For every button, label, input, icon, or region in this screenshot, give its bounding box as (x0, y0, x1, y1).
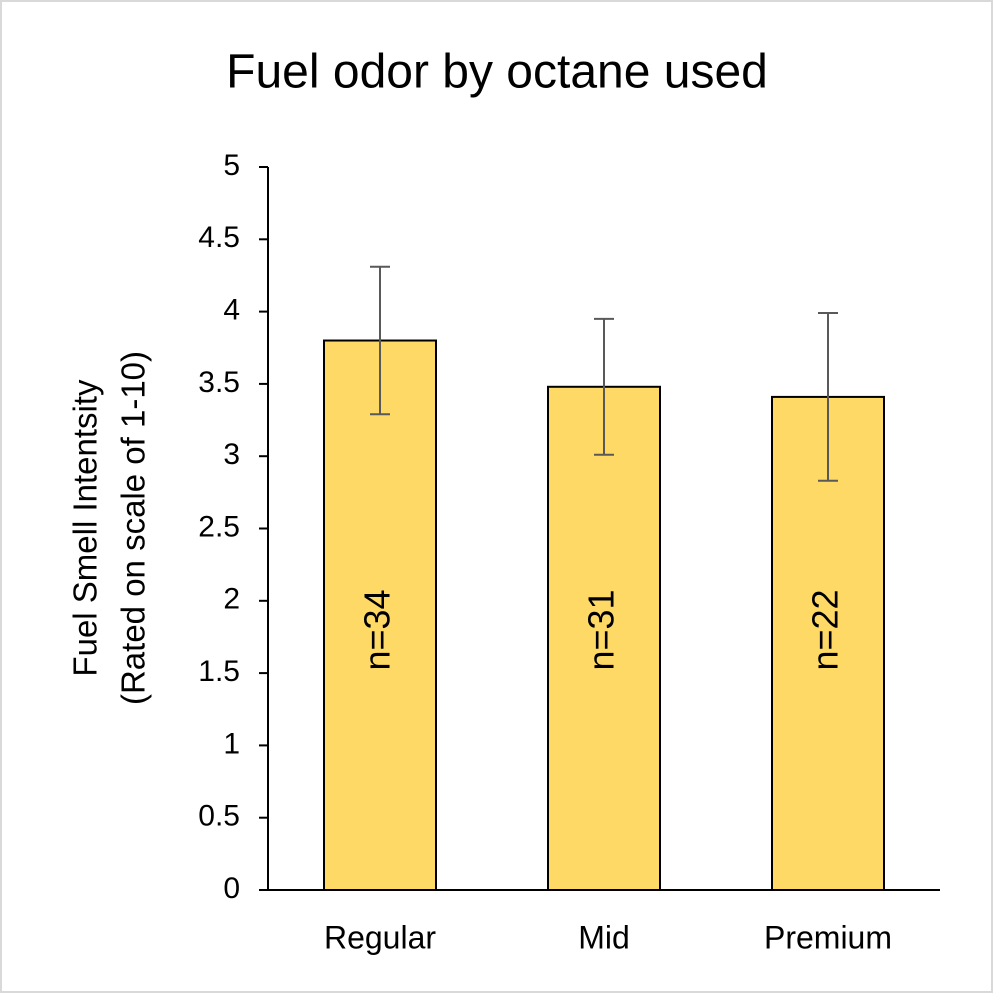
x-tick-label: Mid (578, 919, 630, 955)
error-bar (370, 265, 390, 416)
y-axis-title: Fuel Smell Intentsity (67, 379, 104, 677)
y-tick-label: 2 (223, 583, 240, 616)
y-tick-label: 1 (223, 727, 240, 760)
y-tick-label: 3.5 (198, 366, 240, 399)
y-axis-title: (Rated on scale of 1-10) (115, 351, 152, 705)
x-tick-label: Premium (764, 919, 892, 955)
bar-label: n=34 (357, 589, 398, 670)
error-bar (818, 312, 838, 482)
bar (547, 385, 661, 891)
bar-label: n=31 (581, 589, 622, 670)
x-tick-label: Regular (324, 919, 436, 955)
y-tick-label: 4.5 (198, 221, 240, 254)
bar-label: n=22 (805, 589, 846, 670)
y-tick-label: 0 (223, 872, 240, 905)
y-tick-label: 3 (223, 438, 240, 471)
y-tick-label: 4 (223, 294, 240, 327)
y-tick-label: 1.5 (198, 655, 240, 688)
chart-title: Fuel odor by octane used (226, 46, 768, 99)
y-tick-label: 2.5 (198, 510, 240, 543)
y-tick-label: 5 (223, 149, 240, 182)
error-bar (594, 317, 614, 456)
y-tick-label: 0.5 (198, 800, 240, 833)
bar (323, 339, 437, 891)
